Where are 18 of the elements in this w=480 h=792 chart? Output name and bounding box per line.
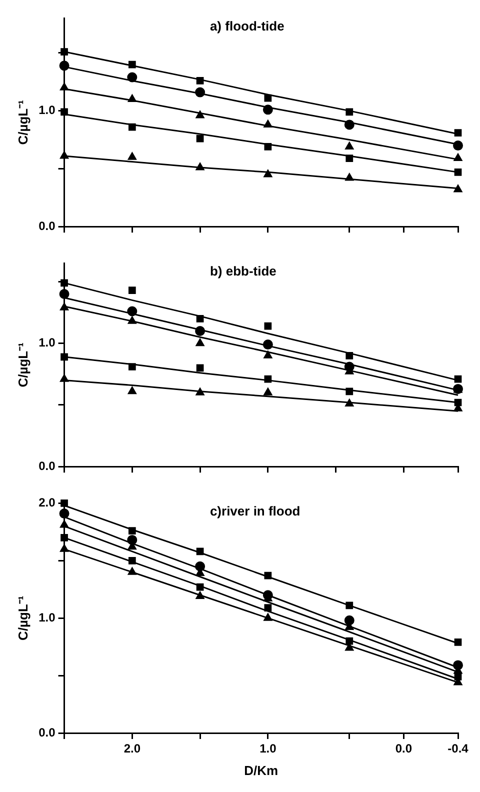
chart-title: c)river in flood [210, 503, 300, 518]
x-axis-title: D/Km [244, 762, 278, 778]
x-tick-label: 2.0 [124, 742, 141, 756]
chart-title: a) flood-tide [210, 18, 284, 34]
y-tick-label: 0.0 [38, 218, 56, 233]
y-tick-label: 1.0 [38, 336, 56, 350]
y-axis-title: C/µgL⁻¹ [15, 100, 30, 145]
y-axis-title: C/µgL⁻¹ [15, 342, 30, 388]
y-axis-title: C/µgL⁻¹ [15, 596, 30, 640]
y-tick-label: 1.0 [38, 103, 56, 118]
y-tick-label: 0.0 [38, 458, 56, 473]
x-tick-label: 1.0 [260, 742, 277, 756]
x-tick-label: -0.4 [448, 742, 469, 756]
y-tick-label: 0.0 [38, 725, 56, 740]
x-tick-label: 0.0 [395, 742, 412, 756]
y-tick-label: 1.0 [38, 610, 56, 624]
y-tick-label: 2.0 [38, 496, 56, 510]
chart-title: b) ebb-tide [210, 263, 276, 278]
